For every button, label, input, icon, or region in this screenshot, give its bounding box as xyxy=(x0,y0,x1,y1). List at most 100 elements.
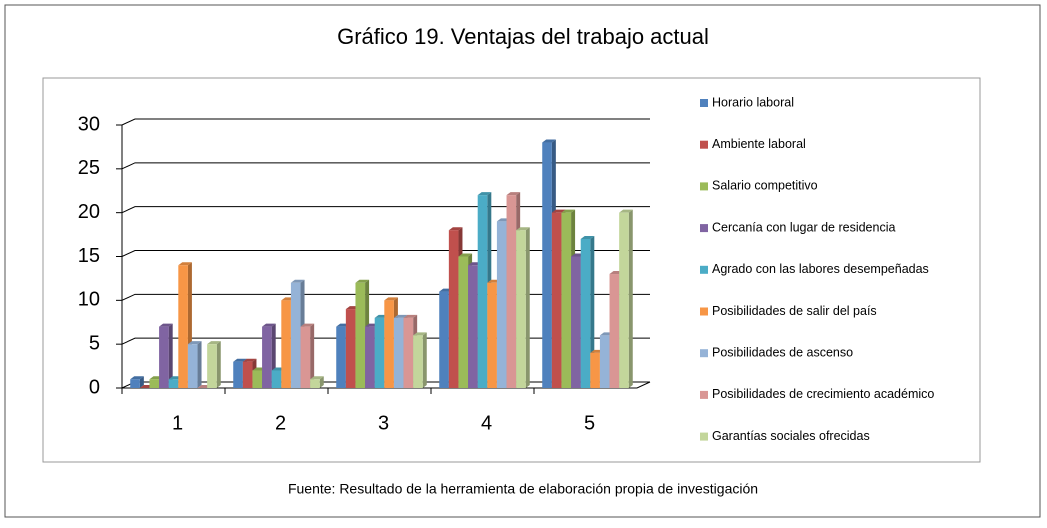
y-tick-label: 25 xyxy=(78,157,100,179)
y-tick-label: 0 xyxy=(89,376,100,398)
bar xyxy=(506,195,517,388)
x-tick-label: 2 xyxy=(275,412,286,434)
bar xyxy=(496,221,507,388)
legend-swatch xyxy=(700,140,708,149)
bar xyxy=(439,291,449,388)
legend-label: Horario laboral xyxy=(712,95,794,109)
grid-line xyxy=(121,162,650,170)
bar-top xyxy=(242,358,257,362)
y-tick-label: 15 xyxy=(78,245,100,267)
bar xyxy=(365,326,375,388)
x-tick-label: 5 xyxy=(584,412,595,434)
bar-top xyxy=(178,262,192,266)
y-tick-label: 30 xyxy=(78,113,100,135)
bar-top xyxy=(477,192,492,196)
bar-top xyxy=(413,332,427,336)
bar xyxy=(271,370,282,388)
bar xyxy=(159,326,169,388)
bar xyxy=(619,212,629,388)
bar-side xyxy=(628,209,633,388)
bar xyxy=(516,230,526,388)
bar xyxy=(393,317,404,388)
legend-swatch xyxy=(700,99,708,107)
y-tick-label: 20 xyxy=(78,201,100,223)
bar-top xyxy=(542,139,556,143)
bar xyxy=(345,309,356,388)
bar-top xyxy=(355,279,370,283)
legend-swatch xyxy=(700,265,708,274)
chart-title: Gráfico 19. Ventajas del trabajo actual xyxy=(337,24,709,49)
bar xyxy=(242,361,253,388)
bar-top xyxy=(207,341,221,345)
legend-label: Posibilidades de ascenso xyxy=(712,345,853,359)
bar xyxy=(458,256,469,388)
bar xyxy=(233,361,243,388)
bar-side xyxy=(139,376,144,388)
bar-top xyxy=(290,279,305,283)
y-tick-label: 10 xyxy=(78,289,100,311)
bar-top xyxy=(551,209,566,213)
bar xyxy=(477,195,488,388)
bar-side xyxy=(216,341,221,388)
bar xyxy=(580,238,591,388)
legend-label: Garantías sociales ofrecidas xyxy=(712,429,870,443)
bar xyxy=(448,230,459,388)
bar xyxy=(561,212,572,388)
bar-top xyxy=(458,253,473,257)
grid-line xyxy=(121,118,650,126)
bar-side xyxy=(319,376,324,388)
bar-top xyxy=(300,323,315,327)
bar-top xyxy=(516,227,530,231)
legend-swatch xyxy=(700,432,708,441)
bar xyxy=(599,335,610,388)
bar-top xyxy=(384,297,398,301)
bar-top xyxy=(561,209,576,213)
bar xyxy=(551,212,562,388)
legend-swatch xyxy=(700,224,708,233)
legend-label: Ambiente laboral xyxy=(712,137,806,151)
bar-top xyxy=(403,314,418,318)
bar xyxy=(252,370,263,388)
bar-top xyxy=(506,192,521,196)
x-tick-label: 4 xyxy=(481,412,492,434)
bar xyxy=(130,379,140,388)
bar xyxy=(487,282,497,388)
legend-swatch xyxy=(700,182,708,191)
bar xyxy=(468,265,478,388)
legend-label: Posibilidades de crecimiento académico xyxy=(712,387,934,401)
y-tick-label: 5 xyxy=(89,332,100,354)
bar-top xyxy=(393,314,408,318)
bar-top xyxy=(448,227,463,231)
bar-top xyxy=(130,376,144,380)
bar-side xyxy=(197,341,202,388)
bar xyxy=(281,300,291,388)
bar xyxy=(542,142,552,388)
bar xyxy=(149,379,160,388)
legend-label: Salario competitivo xyxy=(712,179,818,193)
bar xyxy=(374,317,385,388)
bar-top xyxy=(187,341,202,345)
bar xyxy=(168,379,179,388)
bar xyxy=(300,326,311,388)
bar-side xyxy=(422,332,427,388)
bar xyxy=(384,300,394,388)
bar-top xyxy=(233,358,247,362)
bar-side xyxy=(525,227,530,388)
bar-top xyxy=(619,209,633,213)
x-tick-label: 3 xyxy=(378,412,389,434)
bar xyxy=(413,335,423,388)
bar-side xyxy=(590,235,595,388)
bar xyxy=(310,379,320,388)
bar xyxy=(336,326,346,388)
bar xyxy=(290,282,301,388)
bar xyxy=(207,344,217,388)
bar-top xyxy=(159,323,173,327)
bar-side xyxy=(168,323,173,388)
legend-label: Posibilidades de salir del país xyxy=(712,304,877,318)
bar-top xyxy=(310,376,324,380)
bar xyxy=(178,265,188,388)
bar xyxy=(590,352,600,388)
x-tick-label: 1 xyxy=(172,412,183,434)
